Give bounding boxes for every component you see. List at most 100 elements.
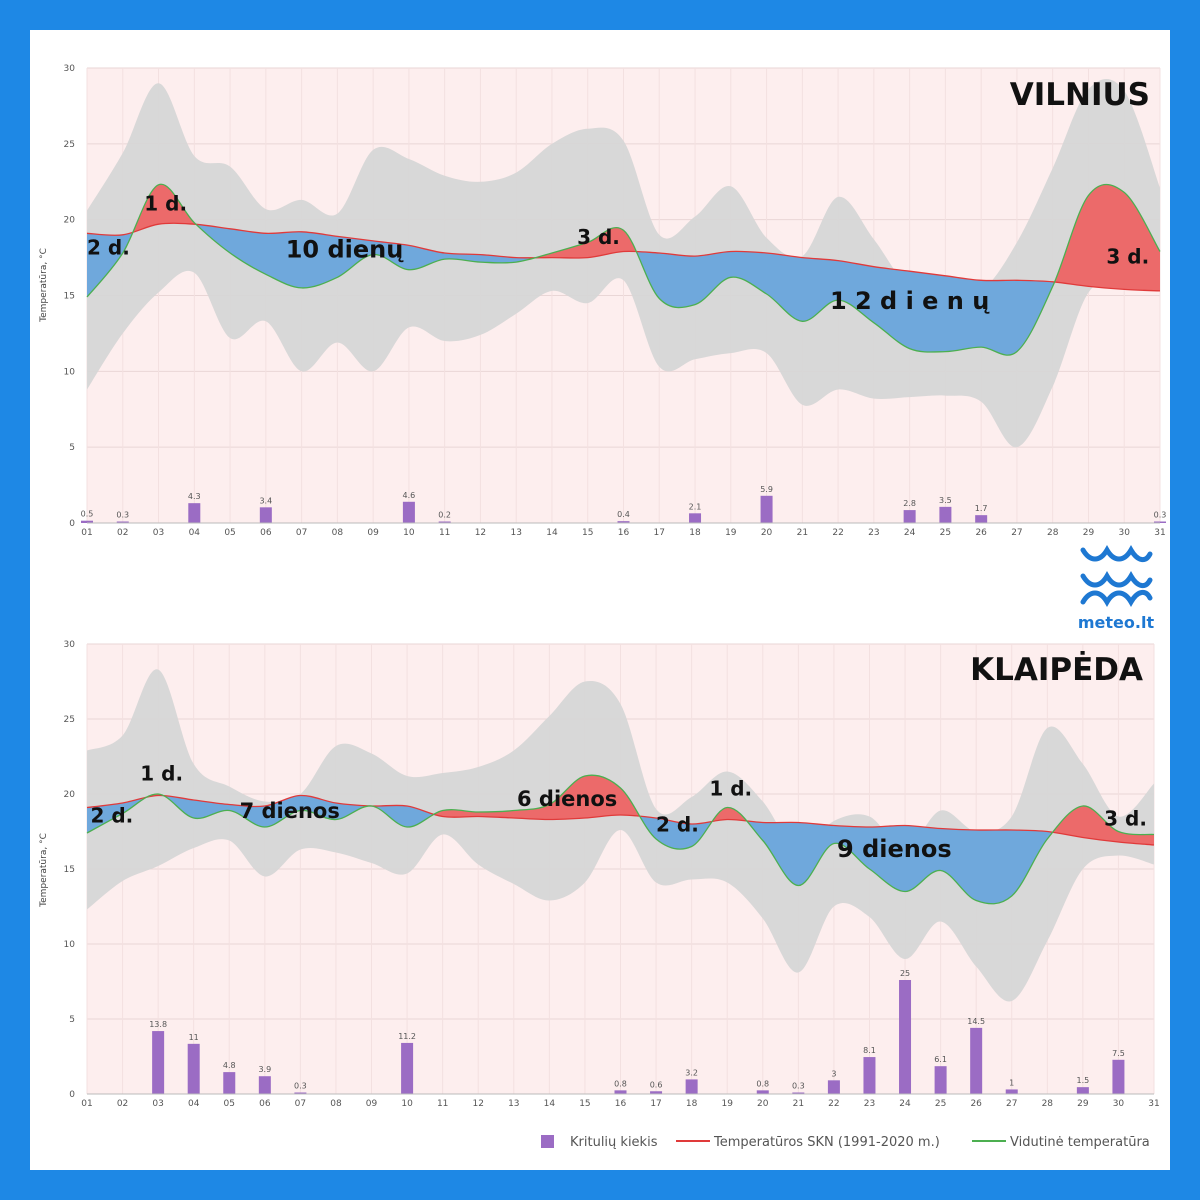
y-tick-label: 15 bbox=[64, 292, 75, 302]
day-count-annotation: 2 d. bbox=[90, 804, 133, 828]
x-tick-label: 01 bbox=[81, 1099, 92, 1109]
precipitation-bar bbox=[152, 1031, 165, 1094]
precipitation-label: 8.1 bbox=[863, 1046, 876, 1055]
climate-normal-line bbox=[86, 794, 1155, 846]
precipitation-bar bbox=[939, 506, 952, 523]
x-tick-label: 12 bbox=[473, 1099, 484, 1109]
x-tick-label: 28 bbox=[1042, 1099, 1054, 1109]
x-tick-label: 09 bbox=[367, 528, 379, 538]
precipitation-label: 0.3 bbox=[1154, 511, 1167, 520]
x-tick-label: 15 bbox=[582, 528, 593, 538]
y-tick-label: 10 bbox=[64, 940, 76, 950]
precipitation-label: 14.5 bbox=[967, 1017, 985, 1026]
precipitation-bar bbox=[975, 515, 988, 523]
x-tick-label: 07 bbox=[296, 528, 307, 538]
x-tick-label: 11 bbox=[437, 1099, 448, 1109]
x-tick-label: 30 bbox=[1119, 528, 1131, 538]
precipitation-bar bbox=[827, 1080, 840, 1094]
precipitation-label: 1 bbox=[1009, 1078, 1014, 1087]
precipitation-bar bbox=[650, 1091, 663, 1094]
precipitation-bar bbox=[438, 521, 451, 523]
x-tick-label: 15 bbox=[579, 1099, 590, 1109]
legend-precipitation-swatch bbox=[541, 1135, 554, 1148]
below-normal-area bbox=[87, 795, 1154, 904]
y-tick-label: 20 bbox=[64, 790, 76, 800]
precipitation-label: 4.8 bbox=[223, 1061, 236, 1070]
chart-title-vilnius: VILNIUS bbox=[1010, 77, 1150, 113]
x-tick-label: 01 bbox=[81, 528, 92, 538]
mean-temperature-line bbox=[86, 183, 1161, 356]
mean-temperature-line bbox=[86, 774, 1155, 905]
x-tick-label: 02 bbox=[117, 528, 128, 538]
precipitation-label: 0.6 bbox=[650, 1080, 663, 1089]
precipitation-label: 3.4 bbox=[259, 496, 272, 505]
x-tick-label: 13 bbox=[508, 1099, 519, 1109]
temperature-range-band bbox=[87, 78, 1160, 448]
precipitation-bar bbox=[903, 510, 916, 523]
x-tick-label: 21 bbox=[793, 1099, 804, 1109]
chart-canvas: 0.5 0.3 4.3 3.4 4.6 0.2 0.4 2.1 5.9 2.8 3.5 1.7 0.3 0… bbox=[39, 64, 1167, 1150]
x-tick-label: 20 bbox=[757, 1099, 769, 1109]
precipitation-label: 3 bbox=[831, 1069, 836, 1078]
day-count-annotation: 2 d. bbox=[87, 236, 130, 260]
precipitation-label: 3.9 bbox=[258, 1065, 271, 1074]
precipitation-label: 7.5 bbox=[1112, 1049, 1125, 1058]
y-tick-label: 5 bbox=[69, 443, 75, 453]
x-tick-label: 05 bbox=[224, 528, 235, 538]
day-count-annotation: 2 d. bbox=[656, 813, 699, 837]
x-tick-label: 21 bbox=[797, 528, 808, 538]
x-tick-label: 06 bbox=[260, 528, 272, 538]
x-tick-label: 08 bbox=[332, 528, 344, 538]
x-tick-label: 14 bbox=[544, 1099, 556, 1109]
legend-precipitation-label: Kritulių kiekis bbox=[570, 1135, 658, 1150]
climate-normal-line bbox=[86, 222, 1161, 292]
legend: Kritulių kiekis Temperatūros SKN (1991-2… bbox=[541, 1135, 1150, 1150]
precipitation-bar bbox=[294, 1092, 307, 1094]
precipitation-label: 0.2 bbox=[438, 511, 451, 520]
precipitation-label: 0.3 bbox=[116, 511, 129, 520]
precipitation-label: 0.3 bbox=[294, 1082, 307, 1091]
precipitation-bar bbox=[1154, 521, 1166, 523]
precipitation-label: 0.8 bbox=[614, 1079, 627, 1088]
x-tick-label: 08 bbox=[330, 1099, 342, 1109]
logo-text: meteo.lt bbox=[1078, 613, 1155, 632]
precipitation-label: 0.3 bbox=[792, 1082, 805, 1091]
precipitation-bar bbox=[617, 521, 630, 523]
day-count-annotation: 3 d. bbox=[577, 225, 620, 249]
precipitation-bar bbox=[685, 1079, 698, 1094]
x-tick-label: 29 bbox=[1083, 528, 1095, 538]
precipitation-bar bbox=[792, 1092, 805, 1094]
precipitation-bar bbox=[970, 1027, 983, 1094]
precipitation-bar bbox=[401, 1042, 414, 1094]
day-count-annotation: 7 dienos bbox=[240, 799, 340, 823]
x-tick-label: 24 bbox=[899, 1099, 911, 1109]
y-tick-label: 0 bbox=[69, 519, 75, 529]
x-tick-label: 23 bbox=[868, 528, 879, 538]
day-count-annotation: 1 d. bbox=[140, 762, 183, 786]
meteo-logo: meteo.lt bbox=[1078, 545, 1155, 632]
x-tick-label: 19 bbox=[721, 1099, 733, 1109]
chart-title-klaipeda: KLAIPĖDA bbox=[970, 652, 1143, 688]
precipitation-label: 3.5 bbox=[939, 496, 952, 505]
precipitation-bar bbox=[402, 501, 415, 523]
precipitation-label: 25 bbox=[900, 969, 910, 978]
precipitation-bar bbox=[258, 1076, 271, 1094]
x-tick-label: 17 bbox=[654, 528, 665, 538]
y-axis-label: Temperatūra, °C bbox=[39, 248, 49, 323]
precipitation-bar bbox=[1076, 1087, 1089, 1094]
x-tick-label: 25 bbox=[940, 528, 951, 538]
precipitation-label: 4.6 bbox=[403, 491, 416, 500]
x-tick-label: 27 bbox=[1011, 528, 1022, 538]
x-tick-label: 25 bbox=[935, 1099, 946, 1109]
precipitation-bar bbox=[934, 1066, 947, 1094]
day-count-annotation: 3 d. bbox=[1106, 245, 1149, 269]
precipitation-bar bbox=[1112, 1059, 1125, 1094]
x-tick-label: 07 bbox=[295, 1099, 306, 1109]
x-tick-label: 31 bbox=[1148, 1099, 1159, 1109]
day-count-annotation: 9 dienos bbox=[837, 835, 952, 863]
precipitation-label: 6.1 bbox=[934, 1055, 947, 1064]
y-tick-label: 30 bbox=[64, 640, 76, 650]
x-tick-label: 31 bbox=[1154, 528, 1165, 538]
precipitation-label: 1.5 bbox=[1076, 1076, 1089, 1085]
precipitation-bar bbox=[760, 495, 773, 523]
